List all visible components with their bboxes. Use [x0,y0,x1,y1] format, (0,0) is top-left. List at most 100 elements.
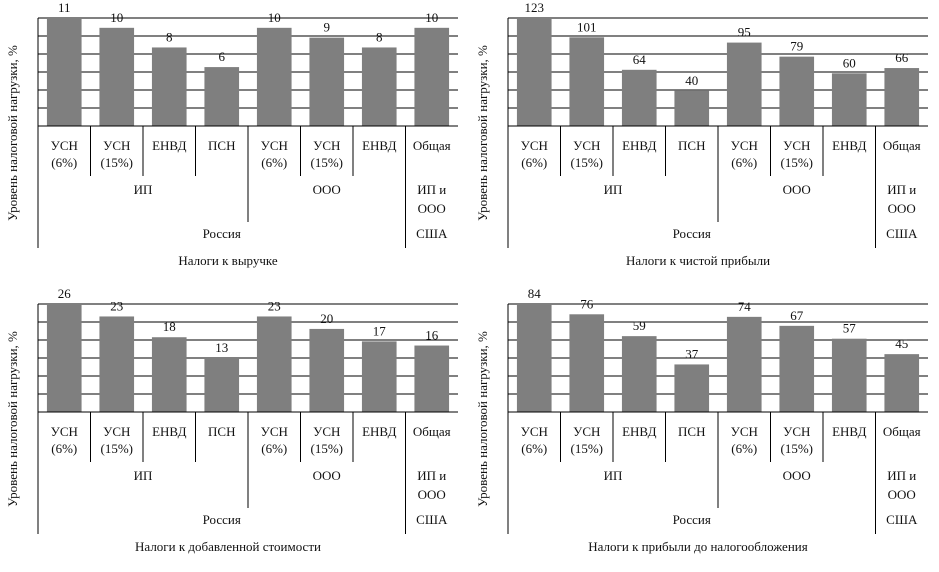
data-label: 66 [895,50,909,65]
category-label: УСН (6%) [261,138,288,170]
data-label: 74 [738,299,752,314]
category-label: УСН (15%) [101,138,134,170]
group-label: ООО [783,468,811,483]
data-label: 10 [110,10,123,25]
group-label: ИП и ООО [887,182,916,216]
data-label: 6 [219,49,226,64]
category-label: УСН (6%) [731,138,758,170]
category-label: Общая [883,424,921,439]
country-label: Россия [203,512,241,527]
bar [414,27,450,126]
country-label: Россия [203,226,241,241]
country-label: США [886,226,918,241]
data-label: 20 [320,311,333,326]
bar [516,304,552,412]
chart-svg: 123 101 64 40 95 79 60 66 УСН (6%) УСН (15%) ЕНВД ПСН… [475,0,928,268]
data-label: 40 [685,73,698,88]
category-label: ЕНВД [362,424,397,439]
data-label: 23 [110,298,123,313]
bar [621,69,657,126]
category-label: УСН (15%) [311,138,344,170]
country-label: США [416,512,448,527]
category-label: УСН (6%) [51,138,78,170]
chart-svg: 11 10 8 6 10 9 8 10 УСН (6%) УСН (15%) ЕНВД ПСН УСН (6%… [5,0,458,268]
data-label: 123 [525,0,545,15]
data-label: 9 [324,20,331,35]
group-label: ООО [783,182,811,197]
category-label: УСН (15%) [311,424,344,456]
chart-title: Налоги к добавленной стоимости [135,539,321,554]
category-label: УСН (15%) [101,424,134,456]
category-label: УСН (15%) [571,424,604,456]
data-label: 101 [577,19,597,34]
bar [99,27,135,126]
bar [256,27,292,126]
category-label: ЕНВД [832,138,867,153]
bar [674,364,710,412]
country-label: Россия [673,512,711,527]
category-label: УСН (15%) [781,138,814,170]
y-axis-label: Уровень налоговой нагрузки, % [5,331,20,507]
bar [831,338,867,412]
data-label: 37 [685,346,699,361]
data-label: 95 [738,25,751,40]
bar [361,47,397,126]
bar [204,358,240,412]
data-label: 57 [843,321,857,336]
bar [151,47,187,126]
group-label: ИП и ООО [887,468,916,502]
chart-title: Налоги к чистой прибыли [626,253,770,268]
bar [569,314,605,412]
category-label: Общая [413,138,451,153]
category-label: УСН (6%) [521,138,548,170]
category-label: Общая [883,138,921,153]
chart-title: Налоги к прибыли до налогообложения [588,539,807,554]
bar [309,328,345,412]
data-label: 8 [376,29,383,44]
data-label: 84 [528,286,542,301]
category-label: ПСН [208,424,235,439]
data-label: 11 [58,0,71,15]
y-axis-label: Уровень налоговой нагрузки, % [5,45,20,221]
data-label: 13 [215,340,228,355]
bar [46,18,82,126]
bar [726,316,762,412]
data-label: 17 [373,323,387,338]
category-label: ЕНВД [362,138,397,153]
bar [361,341,397,412]
group-label: ИП и ООО [417,468,446,502]
group-label: ИП и ООО [417,182,446,216]
bar [414,345,450,412]
bar [151,337,187,412]
country-label: Россия [673,226,711,241]
group-label: ИП [604,468,623,483]
category-label: УСН (6%) [731,424,758,456]
category-label: ЕНВД [622,138,657,153]
data-label: 64 [633,52,647,67]
category-label: ПСН [678,138,705,153]
bar [204,67,240,126]
group-label: ИП [134,468,153,483]
bar [674,90,710,126]
chart-svg: 26 23 18 13 23 20 17 16 УСН (6%) УСН (15%) ЕНВД ПСН УС… [5,286,458,554]
bar [884,68,920,126]
data-label: 10 [425,10,438,25]
data-label: 60 [843,55,856,70]
bar [569,37,605,126]
data-label: 26 [58,286,72,301]
data-label: 76 [580,296,594,311]
category-label: УСН (15%) [571,138,604,170]
chart-revenue: 11 10 8 6 10 9 8 10 УСН (6%) УСН (15%) ЕНВД ПСН УСН (6%… [0,0,470,286]
chart-pretax-profit: 84 76 59 37 74 67 57 45 УСН (6%) УСН (15%) ЕНВД ПСН УС… [470,286,939,572]
country-label: США [886,512,918,527]
data-label: 79 [790,39,803,54]
data-label: 16 [425,328,439,343]
group-label: ООО [313,182,341,197]
bar [99,316,135,412]
category-label: УСН (6%) [521,424,548,456]
group-label: ИП [134,182,153,197]
category-label: УСН (6%) [261,424,288,456]
chart-net-profit: 123 101 64 40 95 79 60 66 УСН (6%) УСН (15%) ЕНВД ПСН… [470,0,939,286]
category-label: ЕНВД [152,424,187,439]
category-label: ЕНВД [832,424,867,439]
